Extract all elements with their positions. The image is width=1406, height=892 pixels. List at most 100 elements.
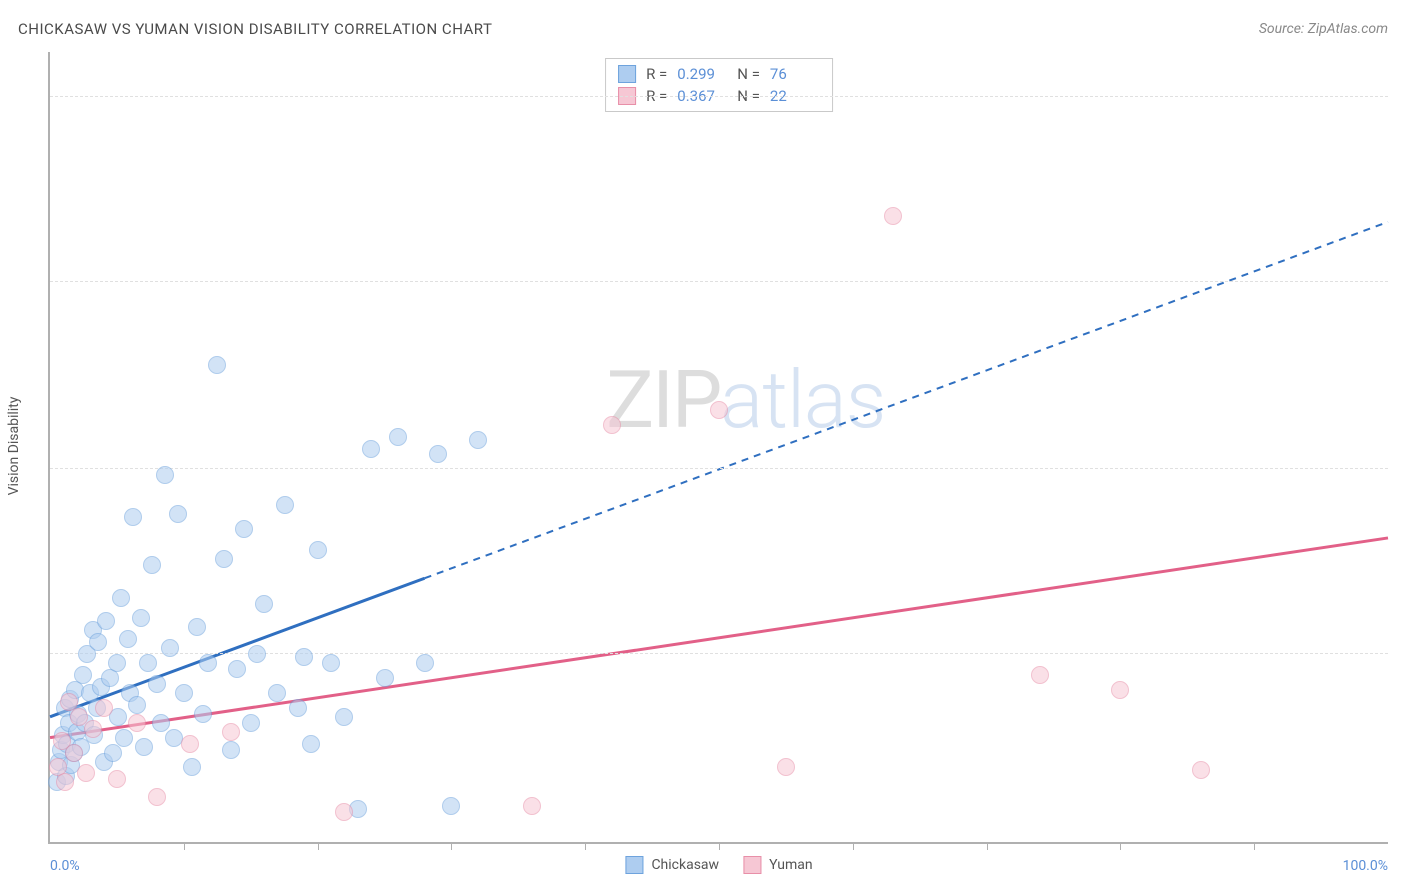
trend-line-solid bbox=[50, 578, 425, 717]
r-value: 0.299 bbox=[677, 65, 727, 83]
scatter-point-chickasaw bbox=[362, 440, 380, 458]
plot-area: ZIPatlas R =0.299N =76R =0.367N =22 0.0%… bbox=[48, 52, 1388, 844]
scatter-point-chickasaw bbox=[97, 612, 115, 630]
scatter-point-yuman bbox=[148, 788, 166, 806]
scatter-point-chickasaw bbox=[242, 714, 260, 732]
scatter-point-chickasaw bbox=[442, 797, 460, 815]
scatter-point-chickasaw bbox=[108, 654, 126, 672]
x-axis-min-label: 0.0% bbox=[50, 858, 80, 874]
x-tick bbox=[1120, 842, 1121, 850]
source-attribution: Source: ZipAtlas.com bbox=[1259, 21, 1388, 37]
y-tick-label: 25.0% bbox=[1393, 73, 1406, 89]
scatter-point-yuman bbox=[1031, 666, 1049, 684]
scatter-point-chickasaw bbox=[222, 741, 240, 759]
scatter-point-chickasaw bbox=[169, 505, 187, 523]
scatter-point-chickasaw bbox=[322, 654, 340, 672]
scatter-point-yuman bbox=[777, 758, 795, 776]
r-label: R = bbox=[646, 65, 667, 83]
scatter-point-chickasaw bbox=[255, 595, 273, 613]
scatter-point-chickasaw bbox=[429, 445, 447, 463]
scatter-point-chickasaw bbox=[194, 705, 212, 723]
n-label: N = bbox=[737, 65, 760, 83]
scatter-point-chickasaw bbox=[469, 431, 487, 449]
trend-line-dashed bbox=[425, 222, 1388, 578]
scatter-point-chickasaw bbox=[152, 714, 170, 732]
scatter-point-chickasaw bbox=[188, 618, 206, 636]
scatter-point-yuman bbox=[1192, 761, 1210, 779]
scatter-point-yuman bbox=[523, 797, 541, 815]
scatter-point-chickasaw bbox=[235, 520, 253, 538]
watermark: ZIPatlas bbox=[606, 353, 885, 447]
scatter-point-yuman bbox=[222, 723, 240, 741]
x-tick bbox=[987, 842, 988, 850]
y-tick-label: 18.8% bbox=[1393, 258, 1406, 274]
scatter-point-chickasaw bbox=[148, 675, 166, 693]
scatter-point-chickasaw bbox=[156, 466, 174, 484]
scatter-point-chickasaw bbox=[119, 630, 137, 648]
y-axis-label: Vision Disability bbox=[6, 397, 22, 496]
scatter-point-chickasaw bbox=[74, 666, 92, 684]
scatter-point-chickasaw bbox=[89, 633, 107, 651]
legend-label: Yuman bbox=[769, 857, 812, 873]
legend-swatch bbox=[743, 856, 761, 874]
scatter-point-yuman bbox=[65, 744, 83, 762]
scatter-point-chickasaw bbox=[115, 729, 133, 747]
n-value: 76 bbox=[770, 65, 820, 83]
scatter-point-chickasaw bbox=[416, 654, 434, 672]
x-tick bbox=[451, 842, 452, 850]
scatter-point-chickasaw bbox=[135, 738, 153, 756]
scatter-point-yuman bbox=[884, 207, 902, 225]
x-tick bbox=[853, 842, 854, 850]
gridline bbox=[50, 281, 1388, 282]
scatter-point-yuman bbox=[108, 770, 126, 788]
legend-swatch bbox=[618, 65, 636, 83]
legend-item-chickasaw: Chickasaw bbox=[625, 856, 719, 874]
scatter-point-chickasaw bbox=[183, 758, 201, 776]
x-tick bbox=[318, 842, 319, 850]
scatter-point-chickasaw bbox=[124, 508, 142, 526]
scatter-point-chickasaw bbox=[132, 609, 150, 627]
scatter-point-chickasaw bbox=[139, 654, 157, 672]
gridline bbox=[50, 96, 1388, 97]
x-axis-max-label: 100.0% bbox=[1343, 858, 1388, 874]
scatter-point-chickasaw bbox=[309, 541, 327, 559]
x-tick bbox=[719, 842, 720, 850]
y-tick-label: 12.5% bbox=[1393, 445, 1406, 461]
x-tick bbox=[184, 842, 185, 850]
x-tick bbox=[585, 842, 586, 850]
scatter-point-chickasaw bbox=[276, 496, 294, 514]
x-tick bbox=[1254, 842, 1255, 850]
scatter-point-yuman bbox=[181, 735, 199, 753]
legend-item-yuman: Yuman bbox=[743, 856, 812, 874]
scatter-point-yuman bbox=[95, 699, 113, 717]
watermark-atlas: atlas bbox=[720, 353, 885, 447]
scatter-point-yuman bbox=[84, 720, 102, 738]
legend-label: Chickasaw bbox=[651, 857, 719, 873]
scatter-point-yuman bbox=[77, 764, 95, 782]
scatter-point-chickasaw bbox=[112, 589, 130, 607]
scatter-point-chickasaw bbox=[215, 550, 233, 568]
scatter-point-chickasaw bbox=[389, 428, 407, 446]
gridline bbox=[50, 468, 1388, 469]
scatter-point-chickasaw bbox=[268, 684, 286, 702]
scatter-point-chickasaw bbox=[228, 660, 246, 678]
scatter-point-yuman bbox=[56, 773, 74, 791]
scatter-point-yuman bbox=[1111, 681, 1129, 699]
scatter-point-chickasaw bbox=[289, 699, 307, 717]
scatter-point-chickasaw bbox=[295, 648, 313, 666]
watermark-zip: ZIP bbox=[606, 353, 720, 447]
stat-row-chickasaw: R = 0.299 N = 76 bbox=[618, 63, 820, 85]
legend-swatch bbox=[625, 856, 643, 874]
scatter-point-yuman bbox=[710, 401, 728, 419]
scatter-point-chickasaw bbox=[104, 744, 122, 762]
scatter-point-chickasaw bbox=[376, 669, 394, 687]
scatter-point-chickasaw bbox=[143, 556, 161, 574]
scatter-point-chickasaw bbox=[208, 356, 226, 374]
scatter-point-yuman bbox=[128, 714, 146, 732]
chart-container: ZIPatlas R =0.299N =76R =0.367N =22 0.0%… bbox=[48, 52, 1388, 844]
scatter-point-chickasaw bbox=[128, 696, 146, 714]
scatter-point-chickasaw bbox=[302, 735, 320, 753]
scatter-point-chickasaw bbox=[248, 645, 266, 663]
series-legend: Chickasaw Yuman bbox=[625, 856, 812, 874]
scatter-point-chickasaw bbox=[161, 639, 179, 657]
